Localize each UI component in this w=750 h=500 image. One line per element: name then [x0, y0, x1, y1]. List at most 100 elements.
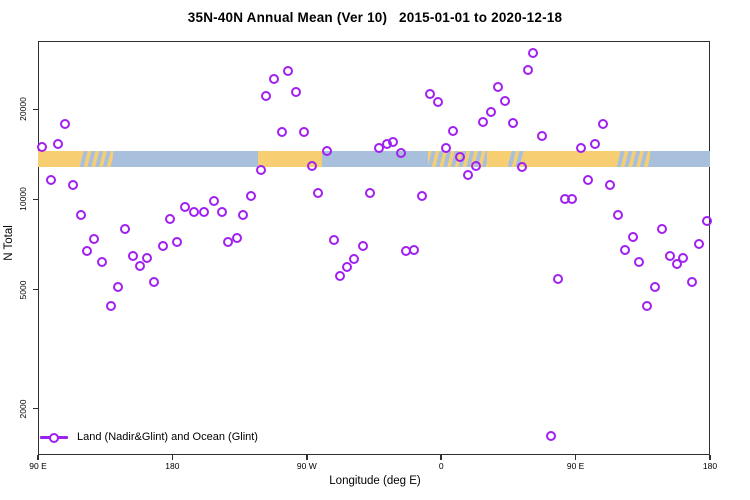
data-point [328, 235, 339, 246]
data-point [598, 119, 609, 130]
x-tick-label: 90 E [29, 461, 47, 471]
data-point [365, 188, 376, 199]
data-point [545, 431, 556, 442]
data-point [255, 164, 266, 175]
data-point [528, 48, 539, 59]
data-point [231, 232, 242, 243]
data-point [634, 257, 645, 268]
data-point [45, 175, 56, 186]
y-tick [33, 108, 38, 111]
plot-area [38, 41, 710, 455]
x-tick-label: 90 E [566, 461, 585, 471]
data-point [245, 190, 256, 201]
data-point [478, 117, 488, 128]
y-axis-label: N Total [3, 225, 15, 261]
data-point [59, 118, 70, 129]
data-point [387, 137, 398, 148]
data-point [291, 87, 302, 98]
map-band-segment-ocean [321, 151, 428, 168]
x-tick [440, 455, 442, 460]
data-point [76, 210, 87, 221]
data-point [112, 281, 123, 292]
data-point [134, 261, 145, 272]
y-tick [33, 288, 38, 291]
map-band-segment-coast [79, 151, 113, 168]
legend-open-circle-icon [49, 432, 59, 443]
data-point [198, 206, 209, 217]
data-point [566, 194, 577, 205]
data-point [454, 151, 465, 162]
data-point [507, 118, 518, 129]
map-band-segment-ocean [112, 151, 258, 168]
data-point [433, 96, 444, 107]
data-point [693, 238, 704, 249]
data-point [313, 188, 323, 199]
data-point [348, 254, 359, 265]
data-point [492, 82, 503, 93]
legend-label: Land (Nadir&Glint) and Ocean (Glint) [77, 431, 258, 443]
map-band-segment-ocean [650, 151, 710, 168]
data-point [657, 224, 668, 235]
y-tick-label: 5000 [18, 280, 28, 299]
data-point [590, 139, 600, 150]
data-point [619, 244, 630, 255]
data-point [216, 207, 227, 218]
data-point [440, 142, 451, 153]
data-point [149, 277, 160, 288]
x-tick [574, 455, 577, 460]
x-axis-label: Longitude (deg E) [329, 475, 421, 487]
x-tick [306, 455, 308, 460]
data-point [702, 216, 712, 227]
data-point [522, 65, 533, 76]
data-point [687, 276, 698, 287]
map-band-segment-coast [617, 151, 651, 168]
data-point [277, 126, 288, 137]
data-point [97, 257, 108, 268]
map-band-segment-land [257, 151, 322, 168]
data-point [142, 253, 152, 264]
data-point [68, 179, 79, 190]
data-point [628, 231, 639, 242]
data-point [268, 74, 279, 85]
y-tick-label: 20000 [18, 97, 28, 122]
legend: Land (Nadir&Glint) and Ocean (Glint) [40, 428, 258, 446]
x-tick [709, 455, 711, 460]
data-point [283, 66, 294, 77]
data-point [649, 281, 660, 292]
data-point [357, 240, 368, 251]
data-point [664, 251, 675, 262]
data-point [53, 138, 64, 149]
data-point [448, 126, 459, 137]
y-tick-label: 10000 [18, 187, 28, 212]
data-point [334, 271, 345, 282]
y-tick [33, 407, 38, 410]
data-point [613, 210, 624, 221]
data-point [106, 300, 117, 311]
data-point [486, 106, 497, 117]
data-point [261, 90, 272, 101]
data-point [189, 207, 200, 218]
data-point [425, 89, 435, 99]
x-tick-label: 90 W [296, 461, 317, 471]
data-point [642, 301, 653, 312]
data-point [552, 273, 563, 284]
data-point [575, 142, 586, 153]
map-band-segment-land [524, 151, 618, 168]
data-point [37, 141, 48, 152]
y-tick [33, 198, 38, 201]
legend-symbol [40, 431, 68, 443]
data-point [537, 130, 547, 141]
data-point [409, 244, 420, 255]
map-band-segment-land [487, 151, 509, 168]
data-point [672, 258, 683, 269]
data-point [395, 148, 406, 159]
data-point [165, 214, 176, 225]
data-point [463, 169, 474, 180]
map-band-segment-land [38, 151, 80, 168]
data-point [342, 262, 353, 273]
data-point [180, 202, 191, 213]
data-point [471, 161, 482, 172]
data-point [516, 162, 527, 173]
data-point [604, 179, 615, 190]
